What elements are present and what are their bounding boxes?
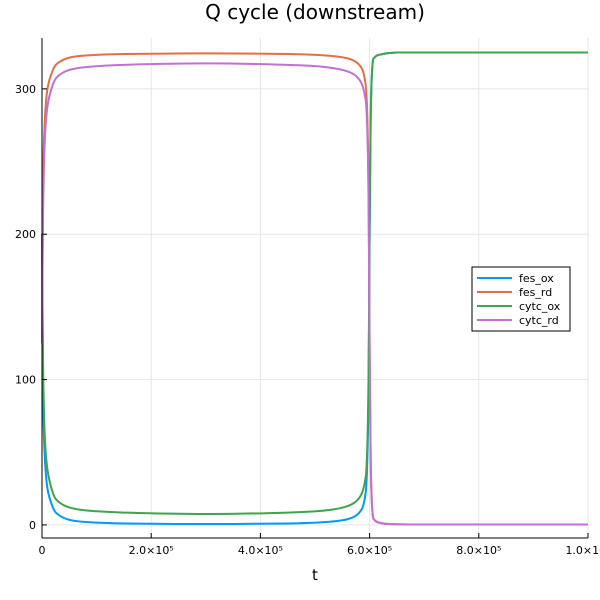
series-line-cytc-rd: [41, 62, 588, 526]
series-lines: [41, 51, 588, 526]
legend-label: fes_ox: [519, 272, 554, 285]
chart-title: Q cycle (downstream): [205, 0, 425, 24]
y-tick-label: 0: [29, 519, 36, 532]
tick-labels: 0 2.0×10⁵ 4.0×10⁵ 6.0×10⁵ 8.0×10⁵ 1.0×10⁶ 0 100…: [15, 83, 600, 557]
x-tick-label: 1.0×10⁶: [565, 544, 600, 557]
y-tick-label: 200: [15, 228, 36, 241]
x-tick-label: 0: [39, 544, 46, 557]
x-tick-label: 2.0×10⁵: [129, 544, 174, 557]
x-tick-label: 8.0×10⁵: [456, 544, 501, 557]
x-tick-label: 4.0×10⁵: [238, 544, 283, 557]
x-tick-label: 6.0×10⁵: [347, 544, 392, 557]
legend-label: cytc_rd: [519, 314, 559, 327]
series-line-cytc-ox: [41, 51, 588, 516]
y-tick-label: 300: [15, 83, 36, 96]
legend-label: fes_rd: [519, 286, 552, 299]
x-axis-label: t: [312, 566, 318, 584]
axes: [41, 38, 589, 539]
legend-label: cytc_ox: [519, 300, 561, 313]
y-tick-label: 100: [15, 374, 36, 387]
